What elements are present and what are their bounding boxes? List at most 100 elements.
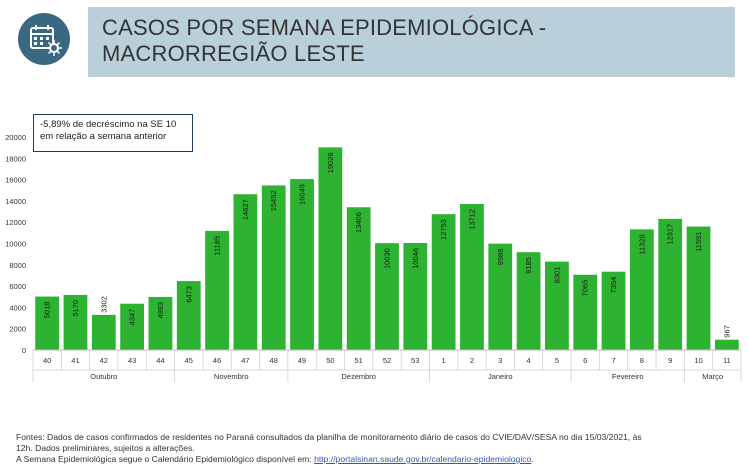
bar-value-label: 4347 — [128, 309, 137, 326]
bar-value-label: 14627 — [241, 199, 250, 220]
y-tick-label: 20000 — [5, 133, 26, 142]
x-tick-label: 50 — [326, 356, 334, 365]
x-tick-label: 9 — [668, 356, 672, 365]
bar-value-label: 10030 — [383, 248, 392, 269]
bar-value-label: 13406 — [354, 212, 363, 233]
bar — [205, 230, 229, 350]
x-tick-label: 51 — [355, 356, 363, 365]
bar-value-label: 9185 — [524, 257, 533, 274]
y-tick-label: 14000 — [5, 197, 26, 206]
y-tick-label: 18000 — [5, 154, 26, 163]
x-tick-label: 2 — [470, 356, 474, 365]
x-tick-label: 8 — [640, 356, 644, 365]
bar-value-label: 5170 — [71, 300, 80, 317]
x-tick-label: 3 — [498, 356, 502, 365]
weekly-cases-bar-chart: 0 2000 4000 6000 8000 10000 12000 14000 16000 180… — [5, 133, 742, 382]
x-tick-label: 41 — [71, 356, 79, 365]
bar — [545, 261, 569, 350]
x-tick-label: 47 — [241, 356, 249, 365]
x-tick-label: 46 — [213, 356, 221, 365]
bar-value-label: 6473 — [184, 286, 193, 303]
bar-value-label: 11185 — [213, 236, 222, 256]
bar — [261, 185, 286, 350]
x-tick-label: 52 — [383, 356, 391, 365]
bar-value-label: 5018 — [43, 302, 52, 319]
x-tick-label: 5 — [555, 356, 559, 365]
x-tick-label: 45 — [185, 356, 193, 365]
y-tick-label: 0 — [22, 346, 26, 355]
x-tick-label: 7 — [611, 356, 615, 365]
bar — [431, 214, 456, 350]
bar — [375, 243, 399, 350]
bar-value-label: 11328 — [637, 234, 646, 254]
page-title-line1: CASOS POR SEMANA EPIDEMIOLÓGICA - — [102, 15, 547, 40]
y-tick-label: 16000 — [5, 176, 26, 185]
x-tick-label: 40 — [43, 356, 51, 365]
bar — [176, 281, 201, 350]
x-tick-label: 42 — [100, 356, 108, 365]
bar — [233, 194, 258, 350]
bar-value-label: 3302 — [99, 296, 108, 313]
bar-value-label: 16049 — [298, 184, 307, 205]
footer-line3: A Semana Epidemiológica segue o Calendár… — [16, 454, 741, 465]
x-tick-label: 48 — [270, 356, 278, 365]
bar — [516, 252, 541, 350]
bar — [318, 147, 343, 350]
y-tick-label: 4000 — [9, 303, 26, 312]
bar-value-label: 967 — [722, 325, 731, 338]
bar-value-label: 13712 — [467, 209, 476, 230]
footer-sources: Fontes: Dados de casos confirmados de re… — [16, 432, 741, 465]
x-tick-label: 4 — [527, 356, 531, 365]
bar-value-label: 8301 — [552, 267, 561, 284]
y-tick-label: 12000 — [5, 218, 26, 227]
x-tick-label: 43 — [128, 356, 136, 365]
footer-line3-suffix: . — [531, 454, 534, 464]
decrease-annotation: -5,89% de decréscimo na SE 10 em relação… — [33, 114, 193, 152]
bar — [346, 207, 371, 350]
bar-value-label: 12753 — [439, 219, 448, 240]
bar — [91, 314, 116, 350]
bar-value-label: 7354 — [609, 277, 618, 294]
bar — [120, 303, 145, 350]
x-tick-label: 11 — [723, 356, 731, 365]
bar — [573, 274, 598, 350]
bar — [714, 339, 739, 350]
bar-value-label: 4983 — [156, 302, 165, 319]
bar-value-label: 9988 — [496, 249, 505, 266]
x-tick-label: 6 — [583, 356, 587, 365]
month-label: Fevereiro — [612, 372, 644, 381]
x-tick-label: 49 — [298, 356, 306, 365]
month-label: Novembro — [214, 372, 249, 381]
bar-value-label: 11591 — [694, 232, 703, 252]
title-banner: CASOS POR SEMANA EPIDEMIOLÓGICA - MACROR… — [88, 7, 735, 77]
month-label: Março — [702, 372, 723, 381]
month-label: Dezembro — [341, 372, 376, 381]
footer-line1: Fontes: Dados de casos confirmados de re… — [16, 432, 642, 442]
bar — [629, 229, 654, 350]
x-tick-label: 44 — [156, 356, 164, 365]
footer-line3-prefix: A Semana Epidemiológica segue o Calendár… — [16, 454, 315, 464]
y-tick-label: 2000 — [9, 325, 26, 334]
bar — [658, 218, 683, 350]
bar — [290, 179, 314, 350]
bar-value-label: 15452 — [269, 190, 278, 211]
page-title-line2: MACRORREGIÃO LESTE — [102, 41, 365, 66]
bar-value-label: 10046 — [411, 248, 420, 269]
month-label: Outubro — [90, 372, 117, 381]
y-tick-label: 6000 — [9, 282, 26, 291]
bar — [148, 296, 173, 350]
x-tick-label: 53 — [411, 356, 419, 365]
bar — [35, 296, 60, 350]
x-tick-label: 10 — [694, 356, 702, 365]
bar — [460, 203, 484, 350]
month-label: Janeiro — [488, 372, 513, 381]
y-tick-label: 8000 — [9, 261, 26, 270]
x-tick-label: 1 — [442, 356, 446, 365]
calendar-virus-icon — [18, 13, 70, 65]
bar — [686, 226, 711, 350]
bar — [403, 243, 428, 350]
footer-line2: 12h. Dados preliminares, sujeitos a alte… — [16, 443, 195, 453]
calendar-link[interactable]: http://portalsinan.saude.gov.br/calendar… — [314, 454, 532, 464]
bar — [488, 243, 513, 350]
bar — [601, 271, 626, 350]
